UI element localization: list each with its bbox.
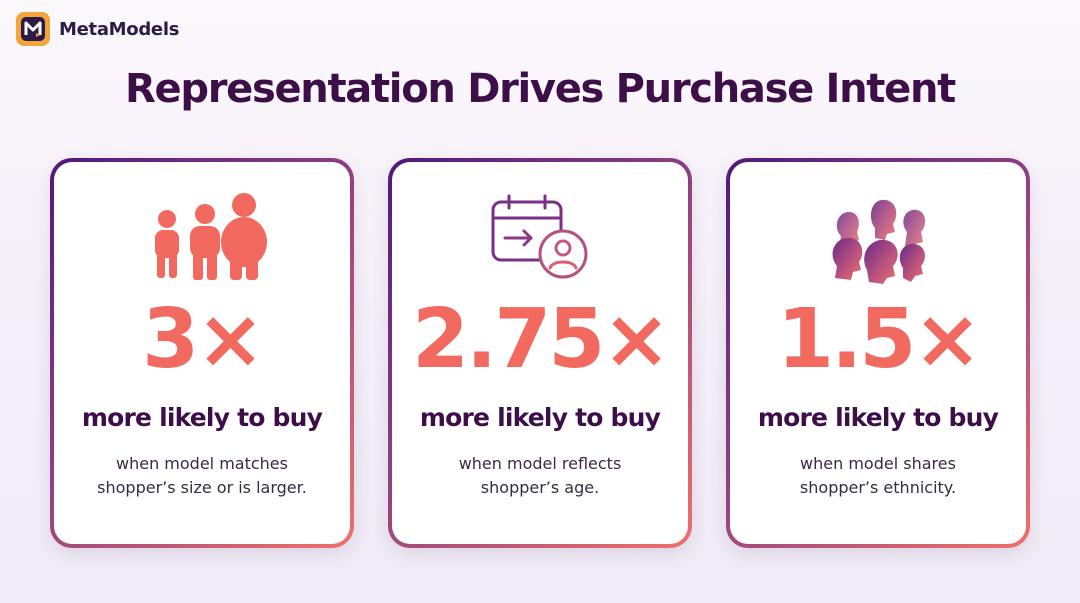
stat-description: when model matches shopper’s size or is … <box>74 452 330 500</box>
diverse-faces-icon <box>730 188 1026 284</box>
stat-value: 3× <box>142 292 265 387</box>
description-line: when model reflects <box>458 454 622 473</box>
logo-mark-icon <box>16 12 50 46</box>
calendar-person-icon <box>392 188 688 284</box>
stat-card-size: 3× more likely to buy when model matches… <box>50 158 354 548</box>
stat-headline: more likely to buy <box>81 403 323 432</box>
brand-logo: MetaModels <box>16 12 179 46</box>
description-line: when model matches <box>116 454 288 473</box>
description-line: shopper’s size or is larger. <box>97 478 307 497</box>
page-title: Representation Drives Purchase Intent <box>125 66 956 112</box>
description-line: shopper’s ethnicity. <box>799 478 957 497</box>
stat-value: 1.5× <box>777 292 982 387</box>
stat-headline: more likely to buy <box>757 403 999 432</box>
body-sizes-icon <box>54 188 350 284</box>
stat-description: when model shares shopper’s ethnicity. <box>750 452 1006 500</box>
stat-card-age: 2.75× more likely to buy when model refl… <box>388 158 692 548</box>
description-line: shopper’s age. <box>480 478 600 497</box>
brand-name: MetaModels <box>59 18 180 40</box>
stat-description: when model reflects shopper’s age. <box>412 452 668 500</box>
description-line: when model shares <box>800 454 956 473</box>
stat-value: 2.75× <box>411 292 671 387</box>
stat-card-ethnicity: 1.5× more likely to buy when model share… <box>726 158 1030 548</box>
stat-headline: more likely to buy <box>419 403 661 432</box>
